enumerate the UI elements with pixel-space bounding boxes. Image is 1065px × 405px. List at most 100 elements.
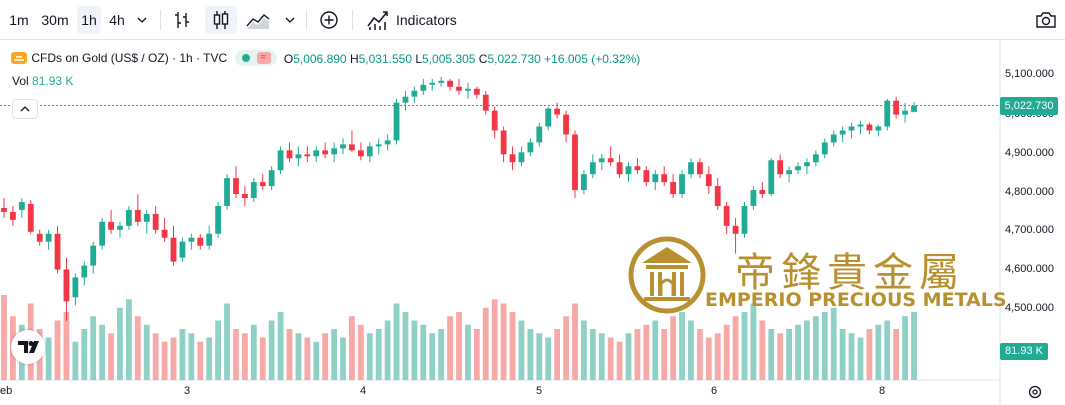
compare-symbol-button[interactable] xyxy=(314,6,344,34)
candle-body xyxy=(126,209,132,226)
settings-button[interactable] xyxy=(1027,384,1043,405)
candle-body xyxy=(563,114,569,135)
volume-bar xyxy=(384,320,391,380)
candle-body xyxy=(670,182,677,195)
volume-bar xyxy=(286,329,293,380)
change-value: +16.005 (+0.32%) xyxy=(544,51,641,66)
volume-bar xyxy=(705,337,712,380)
candle-body xyxy=(911,105,917,112)
volume-bar xyxy=(393,303,400,380)
time-label: 4 xyxy=(360,385,367,397)
volume-bar xyxy=(224,303,230,380)
price-label: 4,500.000 xyxy=(1005,302,1054,314)
toolbar-divider xyxy=(160,10,161,30)
volume-bar xyxy=(679,312,685,380)
candle-body xyxy=(322,150,329,155)
candle-body xyxy=(572,134,578,191)
volume-bar xyxy=(545,337,552,380)
market-status-pill[interactable]: ≈ xyxy=(234,50,277,66)
volume-bar xyxy=(616,341,623,380)
candle-body xyxy=(750,190,757,206)
volume-bar xyxy=(581,320,587,380)
price-label: 4,800.000 xyxy=(1005,186,1054,198)
volume-bar xyxy=(732,316,739,380)
volume-bar xyxy=(197,341,204,380)
low-value: 5,005.305 xyxy=(422,51,476,66)
time-label: 8 xyxy=(879,385,886,397)
volume-bar xyxy=(812,316,819,380)
candle-body xyxy=(438,80,445,83)
candle-body xyxy=(402,96,409,103)
volume-bar xyxy=(741,312,748,380)
volume-bar xyxy=(768,329,775,380)
volume-bar xyxy=(313,341,320,380)
snapshot-button[interactable] xyxy=(1032,6,1060,34)
candle-body xyxy=(188,237,195,242)
candle-body xyxy=(714,186,721,206)
emperio-logo xyxy=(628,236,706,314)
candles-chart-button[interactable] xyxy=(205,6,237,34)
toolbar-divider xyxy=(306,10,307,30)
candle-body xyxy=(473,88,480,95)
candle-body xyxy=(830,134,837,143)
volume-bar xyxy=(447,316,453,380)
candle-body xyxy=(233,178,239,195)
candle-body xyxy=(465,88,471,91)
candle-body xyxy=(732,225,739,234)
volume-bar xyxy=(215,320,222,380)
symbol-title[interactable]: CFDs on Gold (US$ / OZ) · 1h · TVC xyxy=(31,51,228,65)
candle-body xyxy=(625,166,632,175)
volume-bar xyxy=(830,307,837,380)
volume-bar xyxy=(572,303,578,380)
tradingview-logo[interactable] xyxy=(11,330,45,364)
candle-body xyxy=(349,144,355,151)
volume-bar xyxy=(366,333,373,380)
interval-30m-button[interactable]: 30m xyxy=(41,12,69,28)
time-label: 3 xyxy=(184,385,191,397)
volume-legend: Vol 81.93 K xyxy=(12,74,73,88)
chart-type-dropdown-button[interactable] xyxy=(280,6,300,34)
watermark-chinese-text: 帝鋒貴金屬 xyxy=(735,250,965,296)
volume-bar xyxy=(911,312,917,380)
market-open-dot xyxy=(241,54,250,62)
candle-body xyxy=(795,166,801,171)
interval-dropdown-button[interactable] xyxy=(132,6,152,34)
close-key: C xyxy=(478,51,488,66)
indicators-button[interactable]: Indicators xyxy=(362,6,464,34)
candle-body xyxy=(108,221,114,230)
candle-body xyxy=(429,82,436,85)
candle-body xyxy=(616,162,623,175)
volume-bar xyxy=(688,320,694,380)
candle-body xyxy=(375,144,382,147)
add-circle-icon xyxy=(320,11,338,29)
interval-1m-button[interactable]: 1m xyxy=(9,12,29,28)
volume-bar xyxy=(670,316,677,380)
area-chart-button[interactable] xyxy=(243,6,273,34)
interval-1h-button[interactable]: 1h xyxy=(77,6,101,34)
volume-bar xyxy=(491,299,498,380)
candle-body xyxy=(10,211,16,220)
volume-bar xyxy=(518,320,525,380)
indicators-icon xyxy=(367,11,388,30)
toolbar-divider xyxy=(352,10,353,30)
volume-bar xyxy=(206,337,213,380)
candle-body xyxy=(304,154,311,157)
collapse-legend-button[interactable] xyxy=(12,99,38,119)
volume-bar xyxy=(527,329,534,380)
volume-bar xyxy=(438,329,445,380)
chevron-down-icon xyxy=(137,17,147,23)
volume-bar xyxy=(598,333,605,380)
interval-4h-button[interactable]: 4h xyxy=(109,12,125,28)
candle-body xyxy=(902,110,908,115)
candle-body xyxy=(741,205,748,234)
candle-body xyxy=(197,237,204,246)
candle-body xyxy=(500,130,507,155)
candle-body xyxy=(170,237,177,262)
volume-bar xyxy=(804,320,810,380)
volume-bar xyxy=(90,316,97,380)
volume-bar xyxy=(875,324,882,380)
candle-body xyxy=(215,205,222,234)
bars-chart-button[interactable] xyxy=(168,6,196,34)
volume-bar xyxy=(99,324,106,380)
